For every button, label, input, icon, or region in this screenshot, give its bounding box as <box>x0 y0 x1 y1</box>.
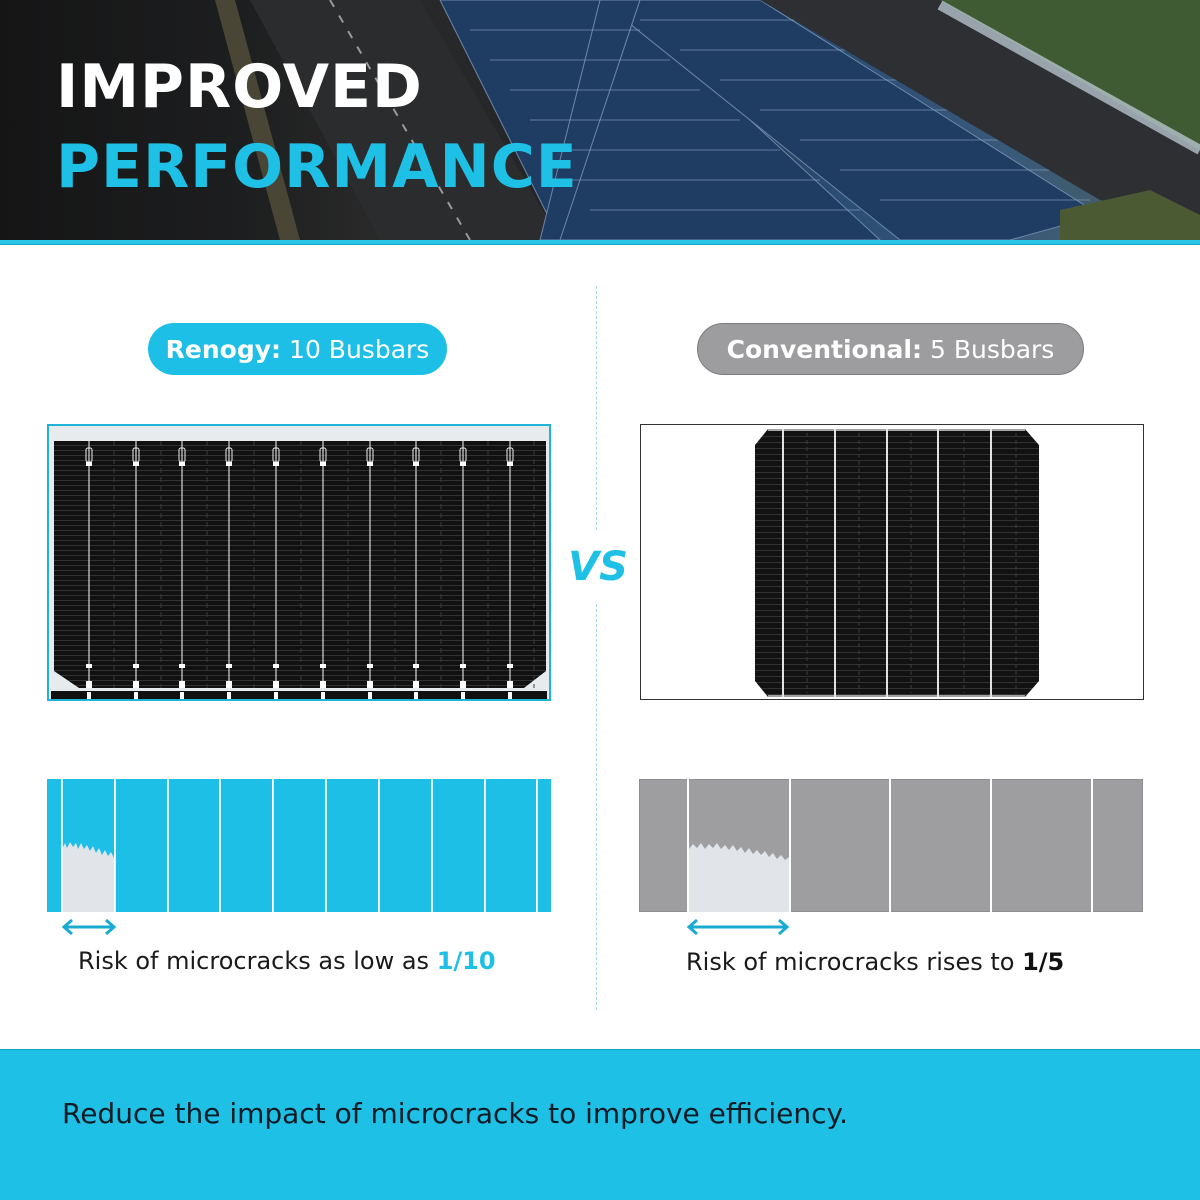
conventional-microcrack-diagram <box>639 779 1143 912</box>
renogy-busbars-badge: Renogy: 10 Busbars <box>148 323 447 375</box>
conventional-risk-text: Risk of microcracks rises to <box>686 948 1015 976</box>
hero-title-line1: IMPROVED <box>56 52 423 122</box>
hero-title-line2: PERFORMANCE <box>56 132 578 202</box>
solar-carport-photo <box>215 0 1200 240</box>
renogy-brand-label: Renogy: <box>165 334 282 364</box>
conventional-5-busbar-cell-image <box>640 424 1144 700</box>
vs-label: VS <box>568 544 628 590</box>
double-arrow-icon-conventional <box>686 918 790 936</box>
double-arrow-icon-renogy <box>61 918 117 936</box>
conventional-brand-label: Conventional: <box>726 334 922 364</box>
conventional-risk-caption: Risk of microcracks rises to 1/5 <box>686 948 1064 976</box>
renogy-risk-caption: Risk of microcracks as low as 1/10 <box>78 947 496 975</box>
hero-accent-stripe <box>0 240 1200 245</box>
conventional-busbars-badge: Conventional: 5 Busbars <box>697 323 1084 375</box>
footer-banner: Reduce the impact of microcracks to impr… <box>0 1049 1200 1200</box>
conventional-risk-value: 1/5 <box>1022 948 1065 976</box>
renogy-risk-value: 1/10 <box>436 947 496 975</box>
conventional-busbar-count: 5 Busbars <box>929 334 1055 364</box>
renogy-10-busbar-cell-image <box>47 424 551 701</box>
center-divider-top <box>596 286 597 530</box>
center-divider-bottom <box>596 604 597 1010</box>
hero-banner: IMPROVED PERFORMANCE <box>0 0 1200 240</box>
renogy-busbar-count: 10 Busbars <box>289 334 430 364</box>
renogy-microcrack-diagram <box>47 779 551 912</box>
renogy-risk-text: Risk of microcracks as low as <box>78 947 430 975</box>
footer-tagline: Reduce the impact of microcracks to impr… <box>62 1097 848 1130</box>
